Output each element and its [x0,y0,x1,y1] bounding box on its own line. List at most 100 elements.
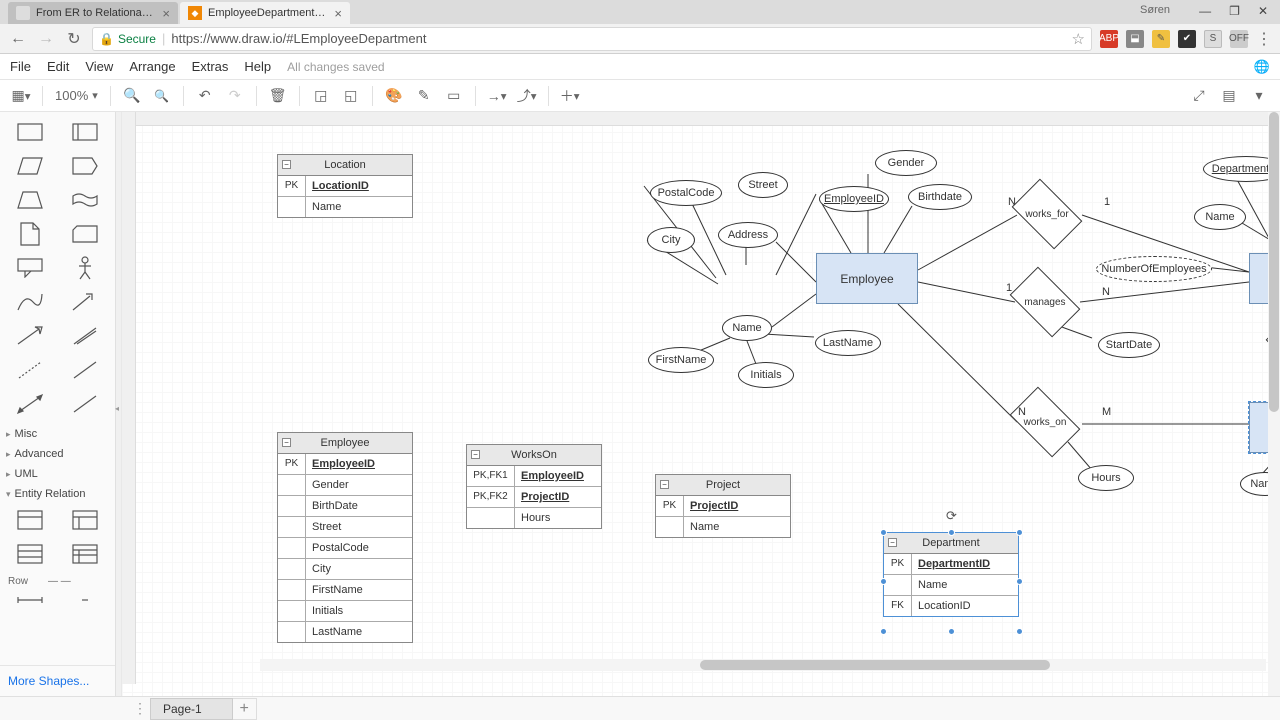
expand-icon[interactable]: ⤢ [1186,83,1212,109]
footer-grip[interactable]: ⋮ [130,700,150,717]
rel-works-for[interactable]: works_for [1017,194,1077,234]
shape-wave[interactable] [59,184,112,216]
shape-arrow[interactable] [59,286,112,318]
undo[interactable]: ↶ [192,83,218,109]
win-max[interactable]: ❐ [1229,4,1240,18]
to-front[interactable]: ◲ [308,83,334,109]
v-scroll-thumb[interactable] [1269,112,1279,412]
shape-hex[interactable] [59,150,112,182]
win-close[interactable]: ✕ [1258,4,1268,18]
view-dropdown[interactable]: ▦▾ [8,83,34,109]
attr-city[interactable]: City [647,227,695,253]
er-shape-4[interactable] [59,538,112,570]
shadow[interactable]: ▭ [441,83,467,109]
shape-trap[interactable] [4,184,57,216]
browser-menu[interactable]: ⋮ [1256,29,1272,49]
win-min[interactable]: — [1199,4,1211,18]
attr-initials[interactable]: Initials [738,362,794,388]
shape-actor[interactable] [59,252,112,284]
waypoints[interactable]: ⤴▾ [514,83,540,109]
rel-manages[interactable]: manages [1015,282,1075,322]
menu-help[interactable]: Help [244,59,271,74]
delete[interactable]: 🗑 [265,83,291,109]
attr-birthdate[interactable]: Birthdate [908,184,972,210]
connection[interactable]: →▾ [484,83,510,109]
shape-rect2[interactable] [59,116,112,148]
sel-handle[interactable] [880,578,887,585]
er-shape-5[interactable] [4,593,57,607]
menu-file[interactable]: File [10,59,31,74]
sel-handle[interactable] [948,628,955,635]
insert[interactable]: ＋▾ [557,83,583,109]
section-uml[interactable]: ▸UML [0,464,115,484]
h-scrollbar[interactable] [260,659,1266,671]
attr-postalcode[interactable]: PostalCode [650,180,722,206]
table-project[interactable]: −Project PKProjectID Name [655,474,791,538]
collapse-icon[interactable]: ▾ [1246,83,1272,109]
menu-arrange[interactable]: Arrange [129,59,175,74]
star-icon[interactable]: ☆ [1072,30,1085,48]
attr-gender[interactable]: Gender [875,150,937,176]
menu-extras[interactable]: Extras [192,59,229,74]
canvas[interactable]: Employee Department Project works_for ma… [122,112,1280,696]
shape-line2[interactable] [59,320,112,352]
attr-lastname[interactable]: LastName [815,330,881,356]
shape-rect[interactable] [4,116,57,148]
sel-handle[interactable] [1016,578,1023,585]
nav-back[interactable]: ← [8,30,28,48]
zoom-select[interactable]: 100% ▾ [51,88,102,103]
tab-close-0[interactable]: × [162,6,170,21]
zoom-in[interactable]: 🔍 [119,83,145,109]
zoom-out[interactable]: 🔍 [149,83,175,109]
page-tab-1[interactable]: Page-1 [150,698,233,720]
ext-3[interactable]: ✔ [1178,30,1196,48]
section-advanced[interactable]: ▸Advanced [0,444,115,464]
sel-handle[interactable] [948,529,955,536]
attr-hours[interactable]: Hours [1078,465,1134,491]
er-shape-1[interactable] [4,504,57,536]
redo[interactable]: ↷ [222,83,248,109]
attr-street[interactable]: Street [738,172,788,198]
shape-biarrow[interactable] [4,388,57,420]
shape-line3[interactable] [59,354,112,386]
shape-para[interactable] [4,150,57,182]
section-misc[interactable]: ▸Misc [0,424,115,444]
table-workson[interactable]: −WorksOn PK,FK1EmployeeID PK,FK2ProjectI… [466,444,602,529]
shape-curve[interactable] [4,286,57,318]
browser-tab-0[interactable]: From ER to Relational M… × [8,2,178,24]
ext-5[interactable]: OFF [1230,30,1248,48]
er-shape-2[interactable] [59,504,112,536]
nav-forward[interactable]: → [36,30,56,48]
globe-icon[interactable]: 🌐 [1254,59,1270,75]
sel-handle[interactable] [880,529,887,536]
shape-arrow2[interactable] [4,320,57,352]
attr-name-emp[interactable]: Name [722,315,772,341]
fill-color[interactable]: 🎨 [381,83,407,109]
table-department[interactable]: −Department PKDepartmentID Name FKLocati… [883,532,1019,617]
rotate-handle[interactable]: ⟳ [946,508,957,524]
attr-numemp[interactable]: NumberOfEmployees [1096,256,1212,282]
ext-abp[interactable]: ABP [1100,30,1118,48]
menu-edit[interactable]: Edit [47,59,69,74]
line-color[interactable]: ✎ [411,83,437,109]
attr-firstname[interactable]: FirstName [648,347,714,373]
shape-doc[interactable] [4,218,57,250]
to-back[interactable]: ◱ [338,83,364,109]
er-shape-6[interactable] [59,593,112,607]
v-scrollbar[interactable] [1268,112,1280,696]
browser-tab-1[interactable]: ◆ EmployeeDepartment - d… × [180,2,350,24]
nav-reload[interactable]: ↻ [64,29,84,49]
attr-address[interactable]: Address [718,222,778,248]
ext-4[interactable]: S [1204,30,1222,48]
section-er[interactable]: ▾Entity Relation [0,484,115,504]
attr-startdate[interactable]: StartDate [1098,332,1160,358]
ext-2[interactable]: ✎ [1152,30,1170,48]
table-employee[interactable]: −Employee PKEmployeeID Gender BirthDate … [277,432,413,643]
format-panel-icon[interactable]: ▤ [1216,83,1242,109]
add-page[interactable]: + [233,698,257,720]
attr-name-dept[interactable]: Name [1194,204,1246,230]
url-box[interactable]: 🔒 Secure | https://www.draw.io/#LEmploye… [92,27,1092,51]
attr-employeeid[interactable]: EmployeeID [819,186,889,212]
menu-view[interactable]: View [85,59,113,74]
sel-handle[interactable] [1016,529,1023,536]
